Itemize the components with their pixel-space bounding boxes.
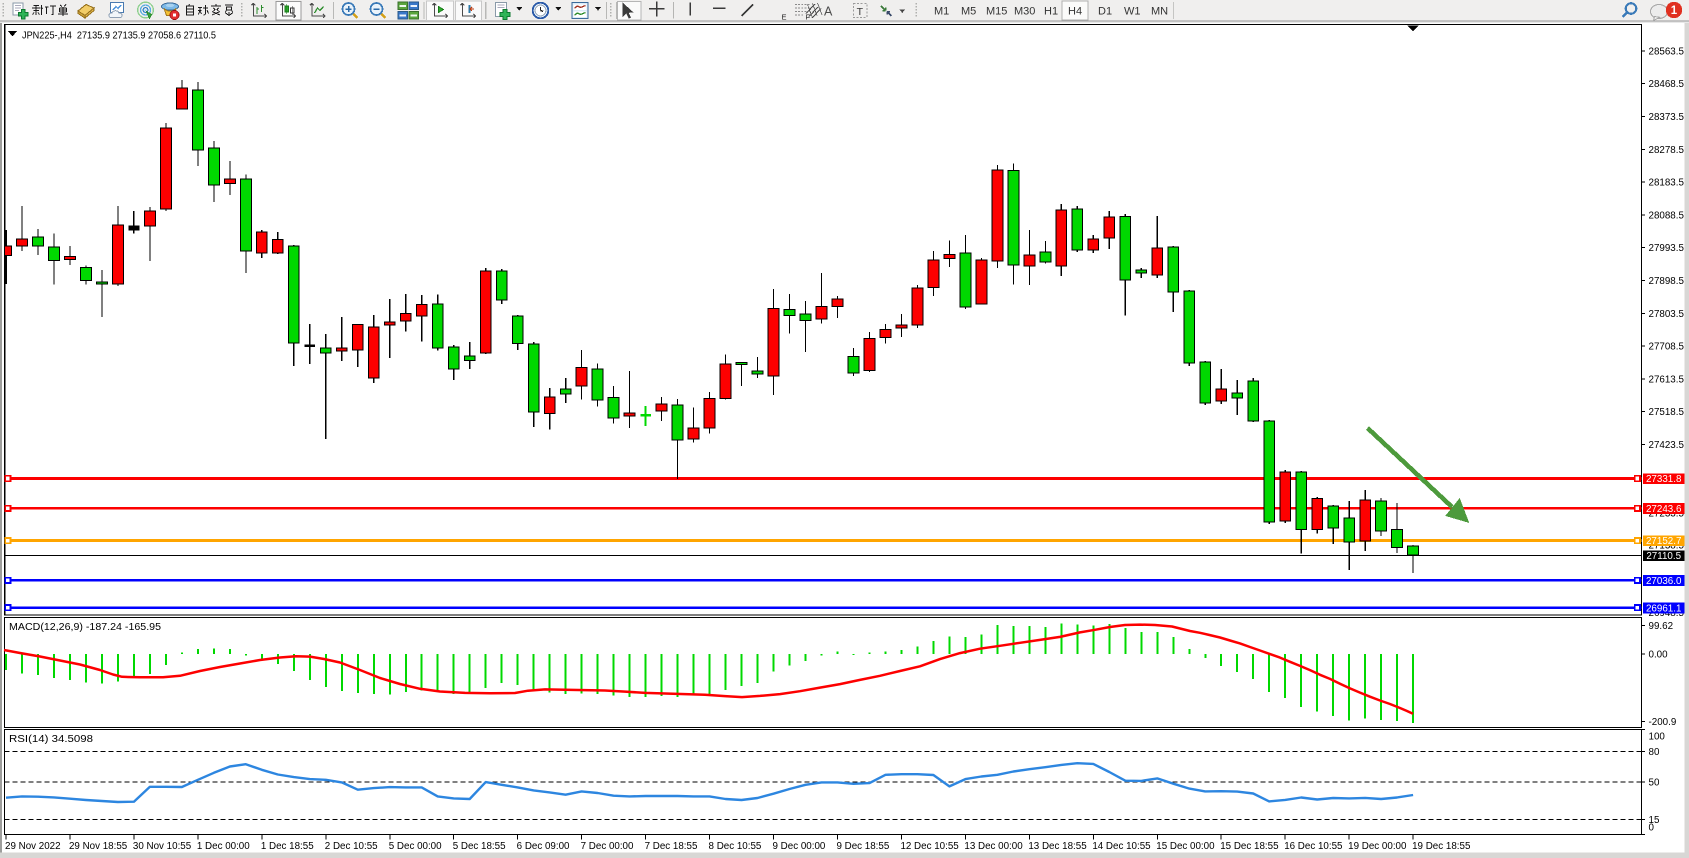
svg-text:1: 1 [1671, 5, 1678, 17]
svg-text:6 Dec 09:00: 6 Dec 09:00 [517, 841, 570, 852]
svg-text:28373.5: 28373.5 [1649, 112, 1685, 123]
svg-text:26948.5: 26948.5 [1649, 608, 1685, 619]
svg-text:13 Dec 18:55: 13 Dec 18:55 [1028, 841, 1087, 852]
svg-text:15 Dec 00:00: 15 Dec 00:00 [1156, 841, 1215, 852]
svg-text:M1: M1 [934, 6, 949, 18]
svg-text:W1: W1 [1124, 6, 1141, 18]
svg-text:100: 100 [1649, 732, 1666, 743]
svg-text:7 Dec 18:55: 7 Dec 18:55 [645, 841, 698, 852]
svg-text:27803.5: 27803.5 [1649, 309, 1685, 320]
svg-text:26961.1: 26961.1 [1646, 603, 1681, 614]
svg-text:27233.5: 27233.5 [1649, 509, 1685, 520]
svg-text:5 Dec 18:55: 5 Dec 18:55 [453, 841, 506, 852]
svg-text:T: T [857, 6, 864, 18]
svg-text:1 Dec 00:00: 1 Dec 00:00 [197, 841, 250, 852]
svg-text:16 Dec 10:55: 16 Dec 10:55 [1284, 841, 1343, 852]
svg-text:M30: M30 [1014, 6, 1035, 18]
svg-text:D1: D1 [1098, 6, 1112, 18]
svg-text:28278.5: 28278.5 [1649, 145, 1685, 156]
svg-text:29 Nov 2022: 29 Nov 2022 [5, 841, 61, 852]
svg-text:27518.5: 27518.5 [1649, 407, 1685, 418]
svg-text:RSI(14) 34.5098: RSI(14) 34.5098 [9, 734, 94, 745]
svg-text:-200.9: -200.9 [1649, 717, 1677, 728]
svg-text:E: E [782, 13, 787, 22]
svg-text:29 Nov 18:55: 29 Nov 18:55 [69, 841, 128, 852]
svg-text:M5: M5 [961, 6, 976, 18]
svg-text:0.00: 0.00 [1649, 650, 1669, 661]
svg-text:28468.5: 28468.5 [1649, 79, 1685, 90]
svg-text:19 Dec 00:00: 19 Dec 00:00 [1348, 841, 1407, 852]
svg-text:JPN225-,H4 27135.9 27135.9 27: JPN225-,H4 27135.9 27135.9 27058.6 27110… [22, 30, 216, 42]
svg-text:27898.5: 27898.5 [1649, 276, 1685, 287]
svg-text:30 Nov 10:55: 30 Nov 10:55 [133, 841, 192, 852]
svg-text:12 Dec 10:55: 12 Dec 10:55 [900, 841, 959, 852]
svg-text:8 Dec 10:55: 8 Dec 10:55 [709, 841, 762, 852]
svg-text:F: F [806, 13, 811, 22]
svg-text:MN: MN [1151, 6, 1168, 18]
svg-text:99.62: 99.62 [1649, 621, 1674, 632]
svg-text:A: A [824, 5, 833, 19]
svg-text:9 Dec 00:00: 9 Dec 00:00 [773, 841, 826, 852]
svg-text:2 Dec 10:55: 2 Dec 10:55 [325, 841, 378, 852]
svg-text:1 Dec 18:55: 1 Dec 18:55 [261, 841, 314, 852]
svg-text:19 Dec 18:55: 19 Dec 18:55 [1412, 841, 1471, 852]
svg-text:27152.7: 27152.7 [1646, 536, 1681, 547]
svg-text:M15: M15 [986, 6, 1007, 18]
svg-text:H1: H1 [1044, 6, 1058, 18]
svg-text:80: 80 [1649, 747, 1660, 758]
svg-text:H4: H4 [1068, 6, 1082, 18]
svg-text:27243.6: 27243.6 [1646, 504, 1682, 515]
svg-text:15: 15 [1649, 815, 1660, 826]
svg-text:5 Dec 00:00: 5 Dec 00:00 [389, 841, 442, 852]
svg-text:27423.5: 27423.5 [1649, 440, 1685, 451]
svg-text:50: 50 [1649, 778, 1660, 789]
svg-text:27708.5: 27708.5 [1649, 342, 1685, 353]
svg-text:27110.5: 27110.5 [1646, 551, 1681, 562]
svg-text:28088.5: 28088.5 [1649, 210, 1685, 221]
svg-text:27036.0: 27036.0 [1646, 576, 1682, 587]
svg-text:27613.5: 27613.5 [1649, 374, 1685, 385]
svg-text:9 Dec 18:55: 9 Dec 18:55 [836, 841, 889, 852]
svg-text:28563.5: 28563.5 [1649, 46, 1685, 57]
svg-text:15 Dec 18:55: 15 Dec 18:55 [1220, 841, 1279, 852]
svg-text:0: 0 [1649, 822, 1655, 833]
svg-text:27331.8: 27331.8 [1646, 474, 1682, 485]
svg-text:27993.5: 27993.5 [1649, 243, 1685, 254]
svg-text:13 Dec 00:00: 13 Dec 00:00 [964, 841, 1023, 852]
svg-text:MACD(12,26,9) -187.24 -165.95: MACD(12,26,9) -187.24 -165.95 [9, 622, 162, 633]
svg-text:14 Dec 10:55: 14 Dec 10:55 [1092, 841, 1151, 852]
svg-text:7 Dec 00:00: 7 Dec 00:00 [581, 841, 634, 852]
svg-text:28183.5: 28183.5 [1649, 178, 1685, 189]
svg-text:27138.5: 27138.5 [1649, 540, 1685, 551]
